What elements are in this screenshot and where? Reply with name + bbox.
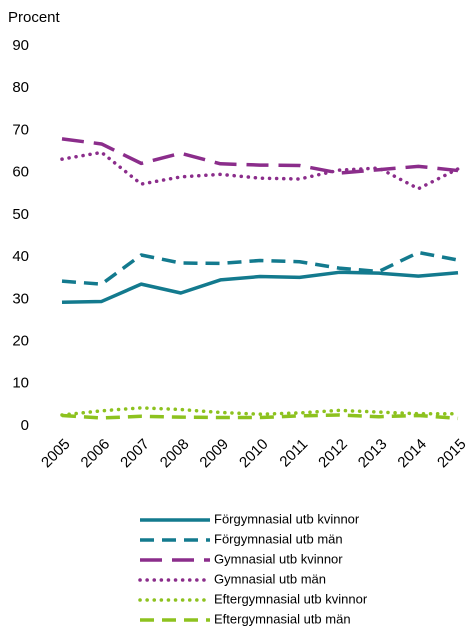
x-tick-label: 2006 (78, 436, 114, 472)
y-tick-label: 90 (12, 37, 29, 54)
y-axis-label: Procent (8, 9, 61, 26)
x-tick-label: 2014 (394, 436, 430, 472)
y-tick-label: 30 (12, 290, 29, 307)
x-tick-label: 2013 (355, 436, 391, 472)
x-tick-label: 2010 (236, 436, 272, 472)
legend-label: Eftergymnasial utb män (214, 611, 351, 626)
x-tick-label: 2007 (117, 436, 153, 472)
y-tick-label: 10 (12, 375, 29, 392)
legend-label: Eftergymnasial utb kvinnor (214, 591, 368, 606)
x-tick-label: 2009 (196, 436, 232, 472)
legend-label: Gymnasial utb män (214, 571, 326, 586)
x-tick-label: 2012 (315, 436, 351, 472)
series-line (61, 137, 459, 175)
x-tick-label: 2005 (38, 436, 74, 472)
series-line (61, 413, 459, 421)
y-tick-label: 0 (21, 417, 29, 434)
series-line (60, 406, 460, 417)
y-tick-label: 40 (12, 248, 29, 265)
x-tick-label: 2011 (276, 436, 311, 471)
y-tick-label: 60 (12, 164, 29, 181)
y-tick-label: 20 (12, 333, 29, 350)
x-tick-label: 2015 (434, 436, 470, 472)
series-line (61, 250, 459, 286)
legend-label: Förgymnasial utb män (214, 531, 343, 546)
series-line (61, 270, 459, 305)
series-line (60, 150, 460, 191)
y-tick-label: 70 (12, 121, 29, 138)
legend-label: Förgymnasial utb kvinnor (214, 511, 360, 526)
legend-label: Gymnasial utb kvinnor (214, 551, 343, 566)
y-tick-label: 50 (12, 206, 29, 223)
x-tick-label: 2008 (157, 436, 193, 472)
y-tick-label: 80 (12, 79, 29, 96)
